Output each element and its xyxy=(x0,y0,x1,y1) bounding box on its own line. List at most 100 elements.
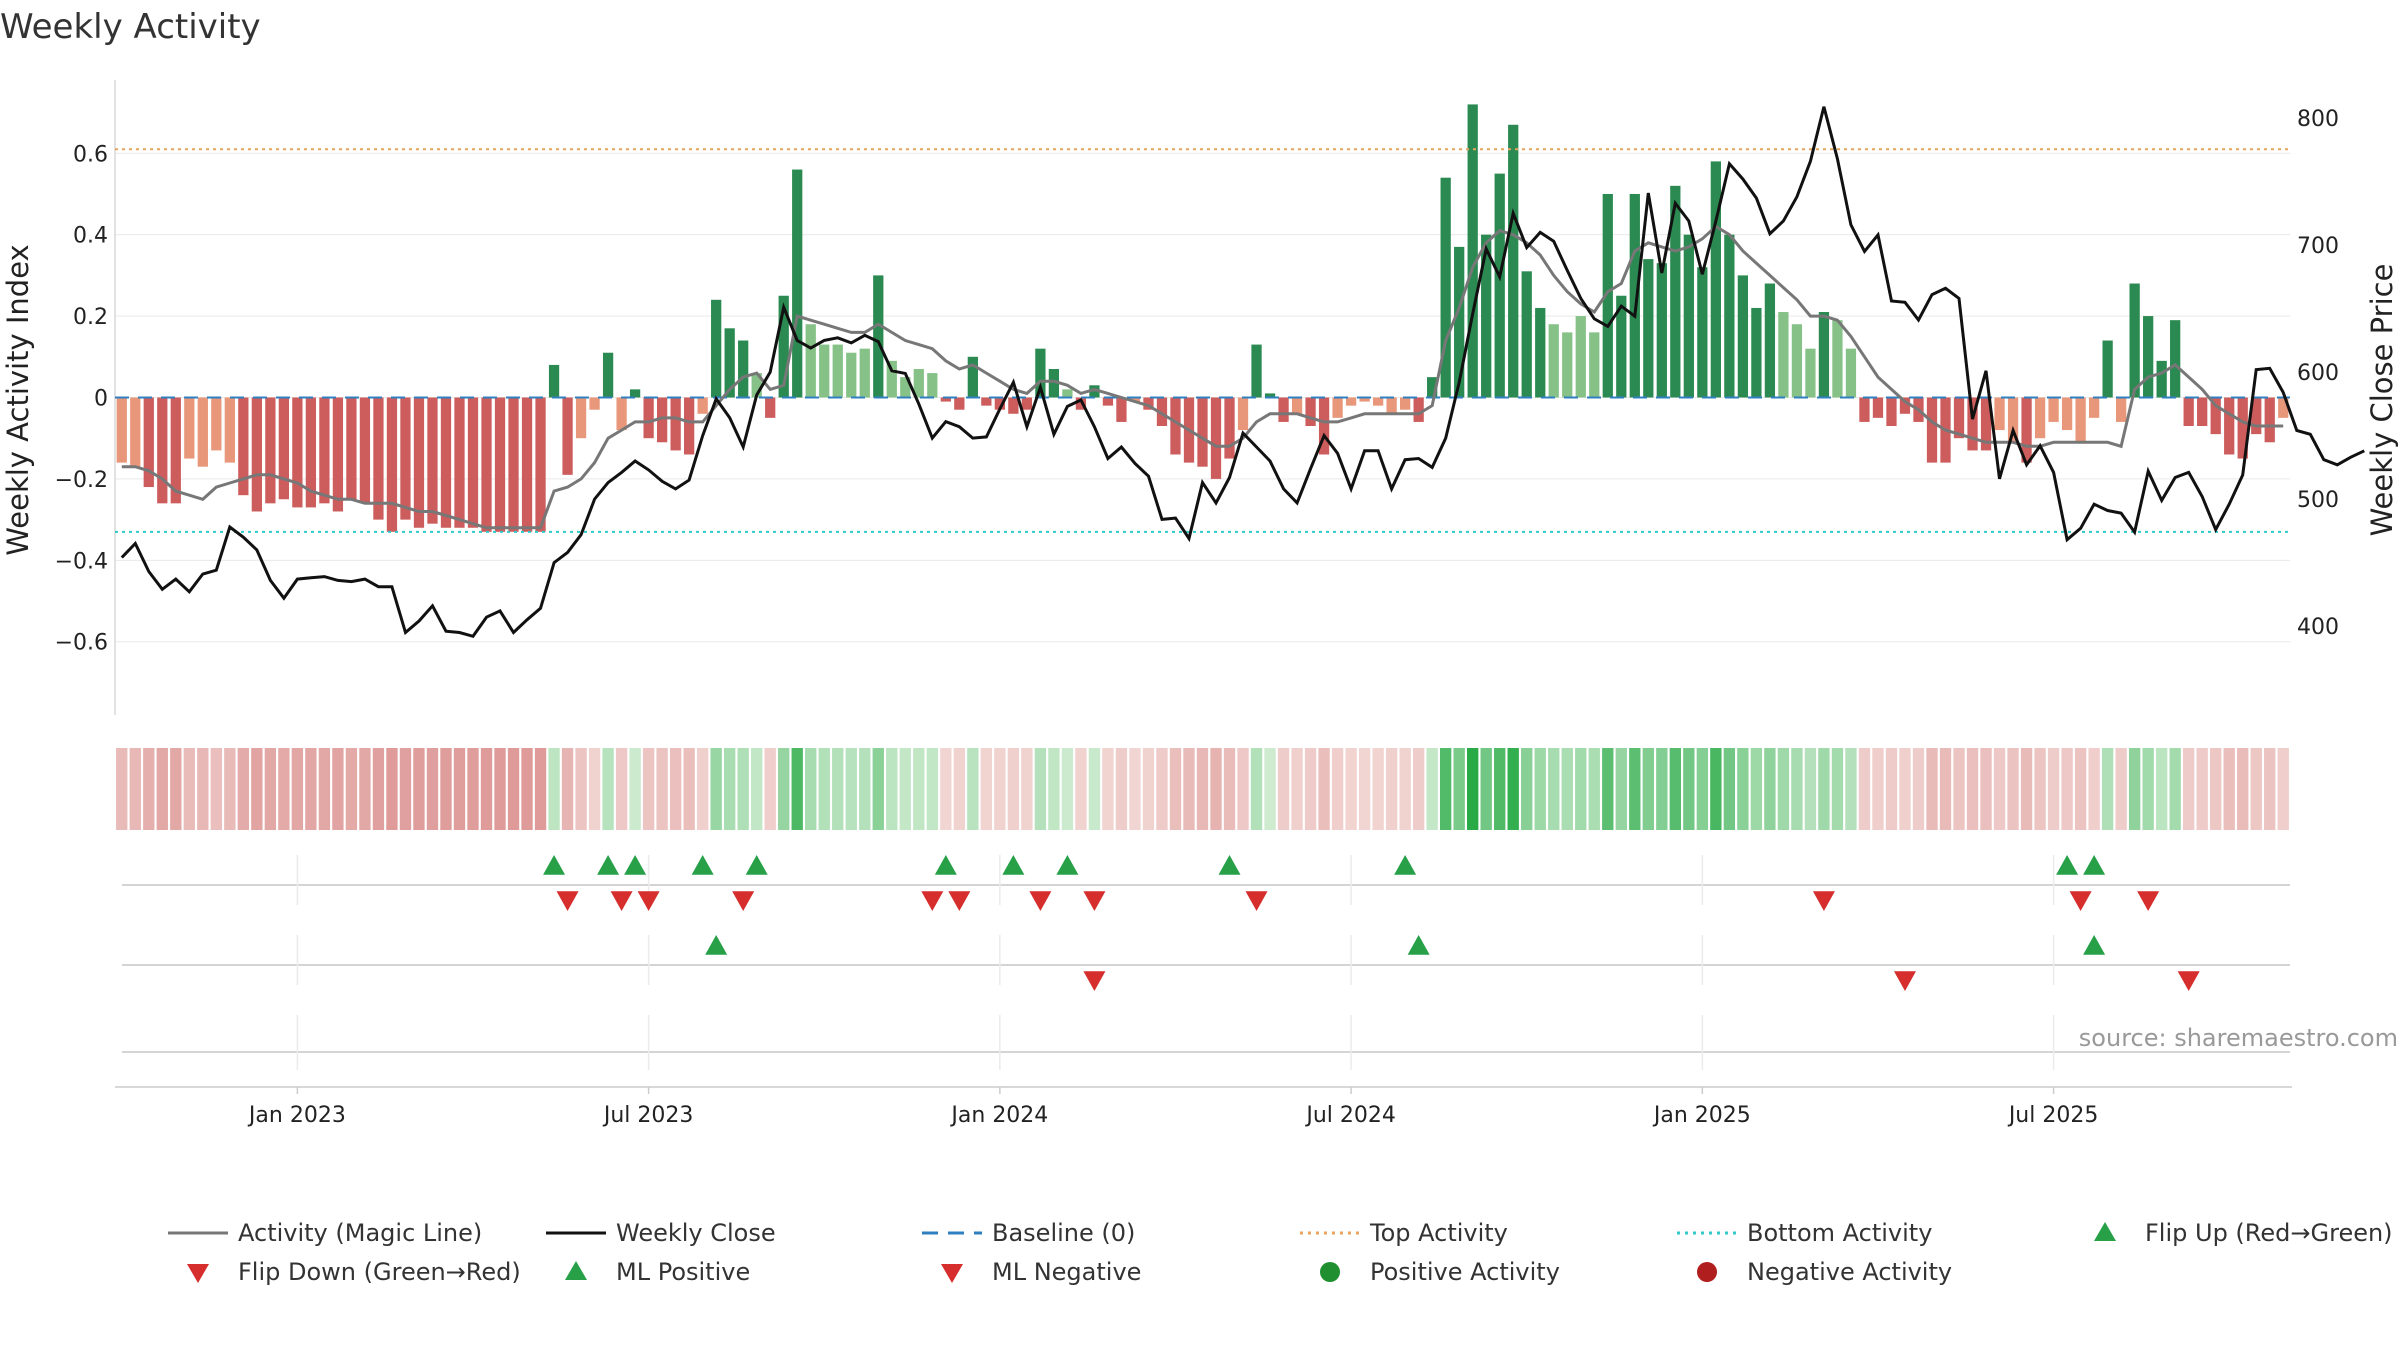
legend-item: ML Negative xyxy=(941,1258,1141,1286)
heat-strip-cell xyxy=(1561,748,1573,830)
heat-strip-cell xyxy=(737,748,749,830)
heat-strip-cell xyxy=(278,748,290,830)
activity-bar xyxy=(1818,312,1830,398)
y-tick-right: 700 xyxy=(2297,234,2339,259)
heat-strip-cell xyxy=(2183,748,2195,830)
activity-bar xyxy=(1156,397,1168,426)
heat-strip-cell xyxy=(2142,748,2154,830)
y-tick-left: −0.2 xyxy=(55,468,108,493)
activity-bar xyxy=(1467,104,1478,398)
activity-bar xyxy=(927,373,938,398)
activity-bar xyxy=(684,397,695,455)
x-tick-label: Jul 2025 xyxy=(2007,1103,2099,1128)
activity-bar xyxy=(1805,348,1816,398)
x-tick-label: Jul 2023 xyxy=(602,1103,694,1128)
activity-bar xyxy=(224,397,235,463)
activity-bar xyxy=(2197,397,2208,426)
activity-bar xyxy=(454,397,465,528)
activity-bar xyxy=(157,397,168,504)
activity-bar xyxy=(211,397,222,451)
activity-bar xyxy=(2021,397,2032,463)
activity-bar xyxy=(697,397,708,414)
heat-strip-cell xyxy=(210,748,222,830)
activity-bar xyxy=(792,169,803,398)
flip-down-marker xyxy=(921,891,944,911)
activity-bar xyxy=(2183,397,2194,426)
legend-item: ML Positive xyxy=(565,1258,750,1286)
legend-label: Bottom Activity xyxy=(1747,1219,1932,1247)
activity-bar xyxy=(1318,397,1330,455)
activity-bar xyxy=(2102,340,2113,398)
heat-strip-cell xyxy=(1399,748,1411,830)
activity-bar xyxy=(846,352,857,398)
heat-strip-cell xyxy=(886,748,898,830)
signal-markers xyxy=(122,855,2290,1070)
legend-swatch xyxy=(1320,1262,1340,1282)
heat-strip-cell xyxy=(237,748,250,830)
reference-lines xyxy=(115,148,2290,533)
heat-strip-cell xyxy=(2128,748,2141,830)
activity-bar xyxy=(1643,259,1654,398)
heat-strip-cell xyxy=(183,748,195,830)
heat-strip-cell xyxy=(1115,748,1128,830)
activity-bar xyxy=(413,397,425,528)
heat-strip-cell xyxy=(1453,748,1465,830)
activity-bar xyxy=(751,373,762,398)
activity-bar xyxy=(2061,397,2073,431)
activity-bar xyxy=(427,397,438,524)
activity-bar xyxy=(1481,234,1492,398)
ml-positive-marker xyxy=(705,935,728,955)
activity-bar xyxy=(765,397,776,418)
heat-strip-cell xyxy=(1723,748,1736,830)
heat-strip-cell xyxy=(1088,748,1101,830)
heat-strip-cell xyxy=(2061,748,2073,830)
activity-bar xyxy=(616,397,627,431)
heat-strip-cell xyxy=(1912,748,1925,830)
chart-title: Weekly Activity xyxy=(0,7,261,47)
heat-strip-cell xyxy=(359,748,371,830)
flip-up-marker xyxy=(1218,855,1241,875)
heat-strip-cell xyxy=(2047,748,2060,830)
heat-strip-cell xyxy=(1764,748,1776,830)
activity-bar xyxy=(1575,316,1586,398)
legend-item: Baseline (0) xyxy=(922,1219,1135,1247)
heat-strip-cell xyxy=(1210,748,1222,830)
heat-strip-cell xyxy=(967,748,979,830)
activity-bar xyxy=(873,275,884,398)
heat-strip-cell xyxy=(602,748,614,830)
legend-swatch xyxy=(941,1264,963,1283)
activity-bar xyxy=(1764,283,1776,398)
activity-bar xyxy=(670,397,681,451)
legend-swatch xyxy=(2094,1222,2116,1241)
flip-up-marker xyxy=(1056,855,1079,875)
heat-strip-cell xyxy=(1588,748,1600,830)
heat-strip-cell xyxy=(1885,748,1898,830)
activity-bar xyxy=(1508,124,1519,398)
flip-down-marker xyxy=(637,891,660,911)
heat-strip-cell xyxy=(372,748,385,830)
activity-bar xyxy=(1089,385,1100,398)
activity-bar xyxy=(1210,397,1222,479)
heat-strip-cell xyxy=(1048,748,1060,830)
heat-strip-cell xyxy=(507,748,520,830)
activity-bar xyxy=(1129,397,1141,402)
heat-strip-cell xyxy=(480,748,493,830)
heat-strip-cell xyxy=(1467,748,1479,830)
heat-strip-cell xyxy=(143,748,155,830)
activity-bar xyxy=(1967,397,1978,451)
activity-bar xyxy=(562,397,573,475)
heat-strip-cell xyxy=(413,748,425,830)
flip-up-marker xyxy=(543,855,566,875)
activity-bar xyxy=(1535,307,1546,398)
activity-bar xyxy=(805,324,816,398)
heat-strip-cell xyxy=(2250,748,2262,830)
heat-strip-cell xyxy=(197,748,209,830)
heat-strip-cell xyxy=(1304,748,1317,830)
activity-bar xyxy=(1224,397,1235,459)
heat-strip-cell xyxy=(1710,748,1722,830)
heat-strip-cell xyxy=(2196,748,2208,830)
heat-strip-cell xyxy=(2237,748,2249,830)
heat-strip-cell xyxy=(2034,748,2046,830)
activity-bar xyxy=(1656,263,1667,398)
activity-bar xyxy=(1427,377,1438,398)
